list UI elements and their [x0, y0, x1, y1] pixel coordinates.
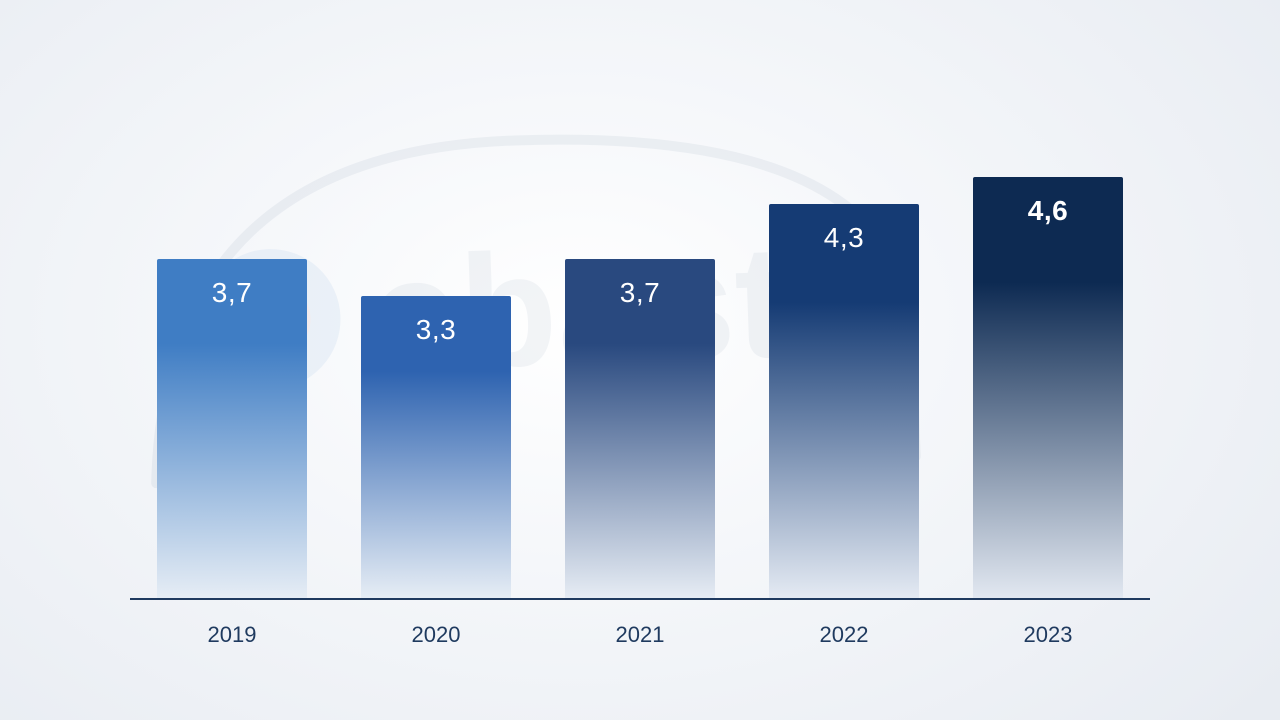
bar-slot: 4,3	[742, 140, 946, 598]
bar: 4,6	[973, 177, 1123, 598]
x-axis-label: 2021	[538, 622, 742, 648]
plot-area: 3,7 3,3 3,7 4,3 4,6	[130, 140, 1150, 600]
x-axis-label: 2020	[334, 622, 538, 648]
bar-value-label: 3,3	[361, 314, 511, 346]
bar-value-label: 3,7	[565, 277, 715, 309]
bars-container: 3,7 3,3 3,7 4,3 4,6	[130, 140, 1150, 598]
bar: 3,7	[157, 259, 307, 598]
x-axis-label: 2019	[130, 622, 334, 648]
x-axis-label: 2023	[946, 622, 1150, 648]
bar-slot: 3,7	[538, 140, 742, 598]
bar-chart: 3,73,33,74,34,6 20192020202120222023	[130, 140, 1150, 640]
bar-value-label: 4,6	[973, 195, 1123, 227]
x-axis: 20192020202120222023	[130, 622, 1150, 648]
bar-value-label: 4,3	[769, 222, 919, 254]
bar-slot: 3,3	[334, 140, 538, 598]
bar-value-label: 3,7	[157, 277, 307, 309]
bar: 3,3	[361, 296, 511, 598]
bar: 4,3	[769, 204, 919, 598]
bar: 3,7	[565, 259, 715, 598]
x-axis-label: 2022	[742, 622, 946, 648]
bar-slot: 4,6	[946, 140, 1150, 598]
bar-slot: 3,7	[130, 140, 334, 598]
